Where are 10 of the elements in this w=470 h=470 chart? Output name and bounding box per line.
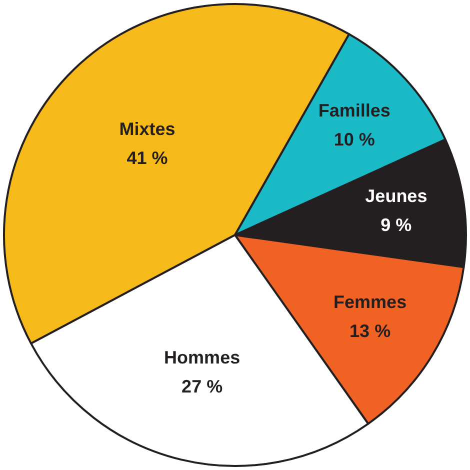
slice-label: Femmes: [334, 292, 407, 312]
data-label: 27 %: [182, 376, 223, 397]
data-label: 9 %: [380, 215, 412, 236]
slice-label: Hommes: [164, 348, 240, 368]
data-label: 13 %: [350, 320, 391, 341]
data-label: 41 %: [126, 148, 168, 168]
data-label: 10 %: [334, 129, 375, 150]
slice-label: Mixtes: [119, 119, 176, 140]
slice-label: Jeunes: [365, 186, 428, 206]
slice-label: Familles: [318, 100, 390, 120]
